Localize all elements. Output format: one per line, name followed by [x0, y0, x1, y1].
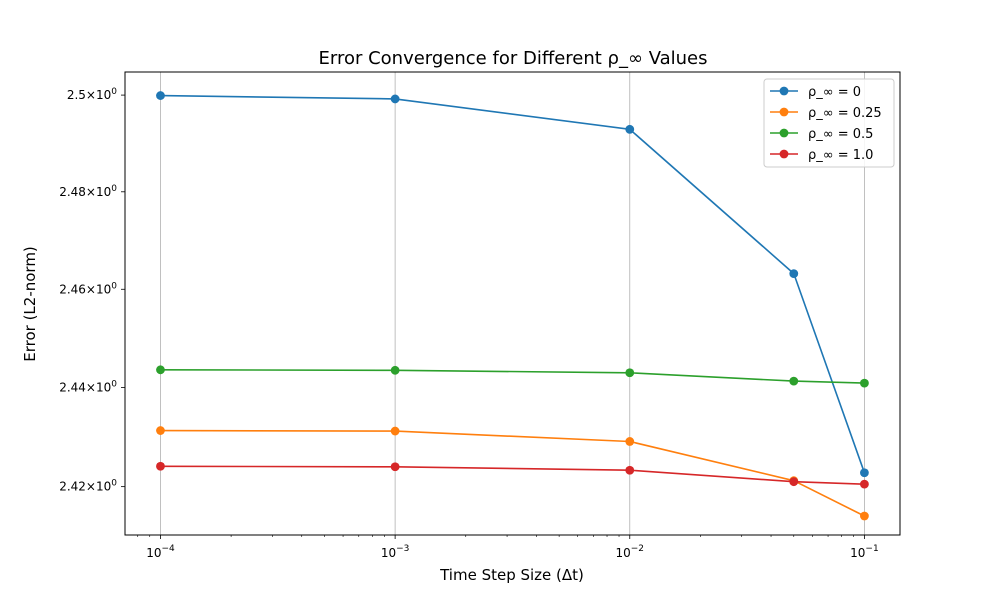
series-0-point-1	[390, 94, 400, 104]
legend-label-1: ρ_∞ = 0.25	[808, 106, 882, 121]
plot-frame	[124, 71, 901, 536]
series-3-point-1	[390, 462, 400, 472]
legend-label-0: ρ_∞ = 0	[808, 85, 861, 100]
series-3-point-4	[860, 479, 869, 489]
chart-title: Error Convergence for Different ρ_∞ Valu…	[318, 48, 707, 69]
legend-label-3: ρ_∞ = 1.0	[808, 148, 873, 163]
series-1-point-0	[156, 426, 165, 435]
legend-marker-2	[779, 128, 789, 138]
series-3-point-3	[789, 477, 799, 487]
legend-label-2: ρ_∞ = 0.5	[808, 127, 873, 142]
x-tick-label: 10−4	[146, 544, 175, 560]
series-2-point-0	[156, 365, 165, 375]
y-tick-label: 2.48×100	[59, 184, 117, 199]
series-0-point-4	[860, 468, 869, 478]
series-layer	[156, 91, 869, 521]
x-tick-label: 10−2	[615, 544, 644, 560]
legend-marker-0	[779, 86, 789, 96]
legend-marker-1	[779, 107, 789, 117]
series-1-point-4	[860, 511, 869, 521]
y-tick-label: 2.5×100	[67, 87, 117, 102]
series-2-point-4	[860, 378, 869, 388]
series-0-point-0	[156, 91, 165, 100]
series-0-point-2	[625, 124, 635, 134]
series-3-point-0	[156, 461, 165, 471]
series-2-point-2	[625, 368, 635, 378]
tick-layer: 10−4 10−3 10−2 10−1 2.42×100 2.44×100 2.46×100…	[59, 87, 878, 560]
x-tick-label: 10−1	[850, 544, 879, 560]
y-tick-label: 2.42×100	[59, 479, 117, 494]
legend-marker-3	[779, 149, 789, 159]
series-2-point-1	[390, 365, 400, 375]
x-tick-label: 10−3	[381, 544, 410, 560]
y-axis-title: Error (L2-norm)	[21, 246, 39, 362]
legend: ρ_∞ = 0 ρ_∞ = 0.25 ρ_∞ = 0.5 ρ_∞ = 1.0	[763, 78, 895, 168]
y-tick-label: 2.44×100	[59, 380, 117, 395]
x-axis-title: Time Step Size (Δt)	[439, 566, 584, 584]
y-tick-label: 2.46×100	[59, 281, 117, 296]
series-1-point-1	[390, 426, 400, 436]
series-1-point-2	[625, 437, 635, 446]
legend-box	[763, 78, 895, 168]
series-3-point-2	[625, 465, 635, 475]
series-2-point-3	[789, 376, 799, 386]
series-0-point-3	[789, 269, 799, 279]
